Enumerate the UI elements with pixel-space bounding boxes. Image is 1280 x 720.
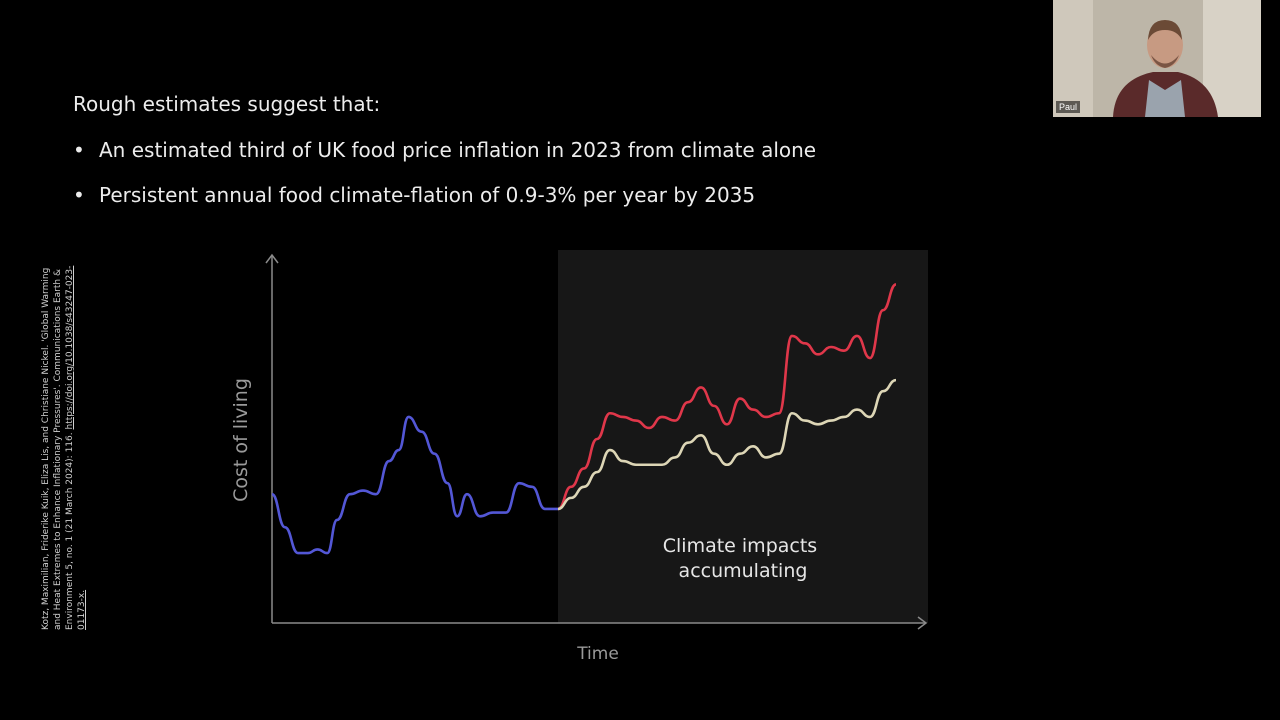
bullet-glyph: •	[73, 138, 85, 162]
series-line-1	[557, 283, 897, 511]
slide-intro-text: Rough estimates suggest that:	[73, 92, 381, 116]
series-line-2	[557, 378, 897, 511]
participant-video-tile[interactable]: Paul	[1053, 0, 1261, 117]
region-label: Climate impacts accumulating	[663, 535, 824, 582]
climate-impacts-region	[558, 250, 928, 623]
bullet-glyph: •	[73, 183, 85, 207]
y-axis-label: Cost of living	[230, 378, 252, 502]
participant-video-frame	[1053, 0, 1261, 117]
x-axis-arrow-icon	[917, 616, 928, 630]
bullet-text: An estimated third of UK food price infl…	[99, 138, 817, 162]
participant-name-label: Paul	[1056, 101, 1081, 113]
bullet-item: • Persistent annual food climate-flation …	[73, 183, 755, 207]
y-axis-arrow-icon	[265, 253, 279, 264]
x-axis-label: Time	[576, 644, 619, 664]
bullet-text: Persistent annual food climate-flation o…	[99, 183, 756, 207]
bullet-item: • An estimated third of UK food price inf…	[73, 138, 816, 162]
region-label-line-2: accumulating	[679, 560, 808, 582]
series-line-0	[271, 415, 558, 555]
region-label-line-1: Climate impacts	[663, 535, 817, 557]
